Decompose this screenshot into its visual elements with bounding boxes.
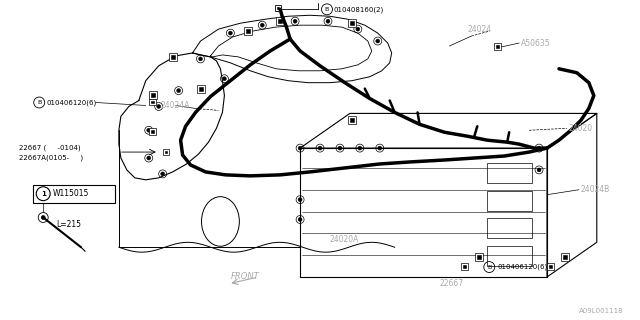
Circle shape [376,39,380,43]
Bar [278,19,282,23]
Bar [476,253,483,261]
Bar [148,128,156,135]
Bar [169,53,177,61]
Text: FRONT: FRONT [230,272,259,282]
Bar [487,191,532,211]
Bar [461,263,468,270]
Text: 010408160(2): 010408160(2) [334,6,384,12]
Circle shape [338,146,342,150]
Text: A09L001118: A09L001118 [579,308,623,314]
Circle shape [318,146,322,150]
Circle shape [378,146,381,150]
Circle shape [298,218,302,221]
Circle shape [298,198,302,202]
Bar [151,100,154,103]
Circle shape [41,215,45,220]
Circle shape [293,19,297,23]
Text: L=215: L=215 [56,220,81,229]
Bar [549,265,552,268]
Text: W115015: W115015 [53,189,90,198]
Bar [164,151,166,153]
Bar [244,27,252,35]
Text: B: B [325,7,329,12]
Bar [276,17,284,25]
Bar [148,91,157,99]
Bar [348,116,356,124]
Bar [350,21,354,25]
Text: 010406120(6): 010406120(6) [46,99,97,106]
Bar [477,255,481,259]
Circle shape [537,168,541,172]
Bar [496,45,499,48]
Bar [350,118,354,122]
Bar [547,263,554,270]
Bar [196,85,205,92]
Text: A50635: A50635 [521,38,551,48]
Bar [561,253,569,261]
Bar [246,29,250,33]
Bar [487,246,532,266]
Bar [277,7,279,9]
Circle shape [358,146,362,150]
Text: 24020: 24020 [569,124,593,133]
Bar [151,130,154,133]
Circle shape [157,105,161,108]
Text: 010406120(6): 010406120(6) [497,264,547,270]
Text: 1: 1 [41,191,45,197]
Text: 22667: 22667 [440,279,463,288]
Text: 22667A(0105-     ): 22667A(0105- ) [19,155,83,161]
Bar [163,149,169,155]
Circle shape [198,57,202,61]
Text: B: B [37,100,42,105]
Circle shape [161,172,164,176]
Bar [487,163,532,183]
Text: 24024: 24024 [467,25,492,34]
Circle shape [537,146,541,150]
Text: 24024A: 24024A [161,101,190,110]
Bar [487,219,532,238]
Circle shape [177,89,180,92]
Text: 24024B: 24024B [581,185,610,194]
Bar [348,19,356,27]
Circle shape [356,27,360,31]
Circle shape [147,156,151,160]
Circle shape [326,19,330,23]
Bar [33,185,115,203]
Circle shape [260,23,264,27]
Bar [198,87,202,91]
Circle shape [223,77,227,81]
Bar [148,99,156,106]
Text: B: B [487,265,492,269]
Text: 24020A: 24020A [330,235,359,244]
Circle shape [228,31,232,35]
Circle shape [298,146,302,150]
Bar [563,255,567,259]
Bar [171,55,175,59]
Bar [275,5,281,11]
Bar [463,265,467,268]
Circle shape [147,128,151,132]
Bar [494,43,501,50]
Bar [151,92,155,97]
Text: 22667 (     -0104): 22667 ( -0104) [19,145,81,151]
